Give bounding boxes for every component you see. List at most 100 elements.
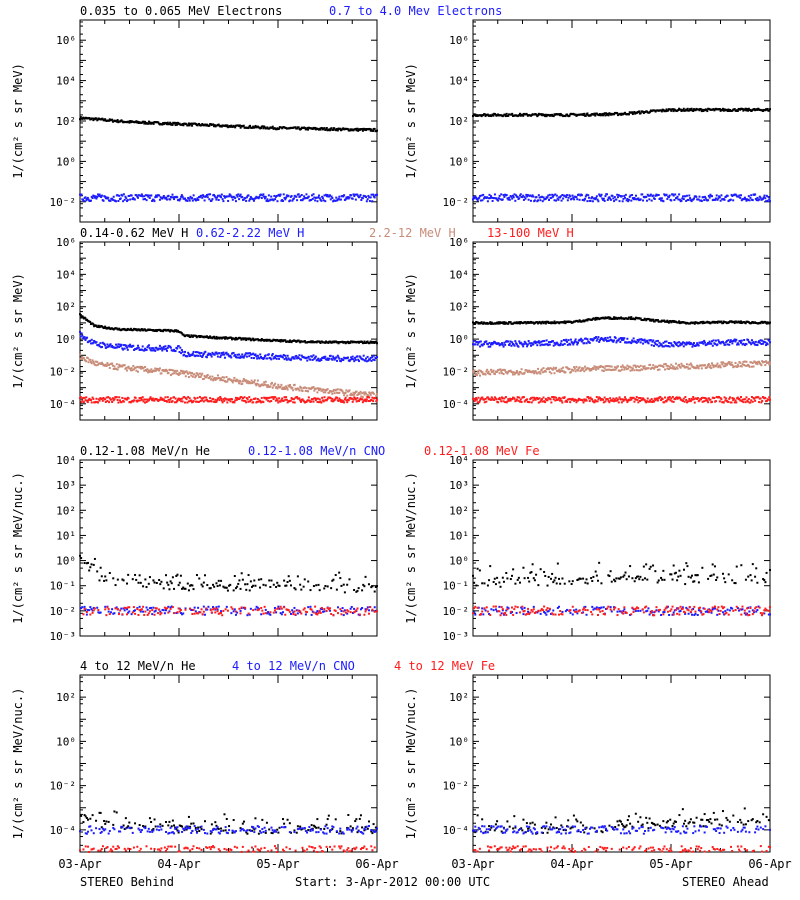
data-point: [664, 110, 667, 113]
data-point: [533, 372, 536, 375]
data-point: [626, 364, 629, 367]
data-point: [475, 340, 478, 343]
data-point: [653, 344, 656, 347]
data-point: [338, 195, 341, 198]
data-point: [292, 401, 295, 404]
data-point: [765, 200, 768, 203]
data-point: [502, 194, 505, 197]
data-point: [245, 397, 248, 400]
data-point: [668, 194, 671, 197]
data-point: [630, 366, 633, 369]
data-point: [215, 400, 218, 403]
data-point: [627, 200, 630, 203]
data-point: [729, 339, 732, 342]
data-point: [529, 199, 532, 202]
data-point: [765, 322, 768, 325]
data-point: [227, 199, 230, 202]
y-tick-label: 10⁴: [56, 268, 76, 281]
data-point: [346, 394, 349, 397]
data-point: [540, 340, 543, 343]
data-point: [565, 399, 568, 402]
data-point: [633, 110, 636, 113]
data-point: [219, 356, 222, 359]
data-point: [515, 321, 518, 324]
data-point: [478, 369, 481, 372]
data-point: [299, 386, 302, 389]
data-point: [519, 322, 522, 325]
data-point: [323, 194, 326, 197]
data-point: [291, 199, 294, 202]
data-point: [359, 193, 362, 196]
data-point: [756, 108, 759, 111]
data-point: [627, 367, 630, 370]
data-point: [372, 358, 375, 361]
data-point: [126, 398, 129, 401]
data-point: [297, 126, 300, 129]
data-point: [647, 367, 650, 370]
data-point: [550, 401, 553, 404]
data-point: [577, 399, 580, 402]
data-point: [262, 358, 265, 361]
data-point: [689, 343, 692, 346]
data-point: [501, 198, 504, 201]
data-point: [273, 384, 276, 387]
data-point: [732, 199, 735, 202]
data-point: [178, 199, 181, 202]
data-point: [325, 127, 328, 130]
data-point: [136, 370, 139, 373]
data-point: [242, 399, 245, 402]
data-point: [97, 193, 100, 196]
data-point: [498, 396, 501, 399]
data-point: [555, 194, 558, 197]
data-point: [553, 199, 556, 202]
data-point: [718, 395, 721, 398]
data-point: [600, 193, 603, 196]
data-point: [129, 198, 132, 201]
data-point: [116, 119, 119, 122]
data-point: [743, 364, 746, 367]
data-point: [115, 120, 118, 123]
data-point: [685, 109, 688, 112]
data-point: [223, 336, 226, 339]
data-point: [212, 397, 215, 400]
data-point: [555, 396, 558, 399]
data-point: [249, 353, 252, 356]
data-point: [102, 397, 105, 400]
data-point: [558, 399, 561, 402]
data-point: [654, 399, 657, 402]
data-point: [93, 363, 96, 366]
data-point: [155, 330, 158, 333]
data-point: [739, 339, 742, 342]
data-point: [607, 114, 610, 117]
data-point: [631, 194, 634, 197]
data-point: [374, 396, 377, 399]
data-point: [511, 194, 514, 197]
data-point: [740, 339, 743, 342]
data-point: [89, 399, 92, 402]
data-point: [697, 344, 700, 347]
data-point: [365, 398, 368, 401]
data-point: [230, 124, 233, 127]
data-point: [196, 351, 199, 354]
data-point: [586, 200, 589, 203]
legend-label-row2-1: 0.12-1.08 MeV/n CNO: [248, 444, 385, 458]
data-point: [591, 200, 594, 203]
data-point: [280, 383, 283, 386]
data-point: [274, 198, 277, 201]
data-point: [745, 343, 748, 346]
data-point: [323, 396, 326, 399]
data-point: [117, 401, 120, 404]
data-point: [240, 396, 243, 399]
data-point: [500, 396, 503, 399]
data-point: [236, 353, 239, 356]
data-point: [486, 372, 489, 375]
data-point: [623, 368, 626, 371]
data-point: [536, 396, 539, 399]
data-point: [321, 389, 324, 392]
data-point: [682, 198, 685, 201]
data-point: [300, 194, 303, 197]
data-point: [620, 338, 623, 341]
data-point: [598, 340, 601, 343]
data-point: [121, 194, 124, 197]
data-point: [487, 370, 490, 373]
